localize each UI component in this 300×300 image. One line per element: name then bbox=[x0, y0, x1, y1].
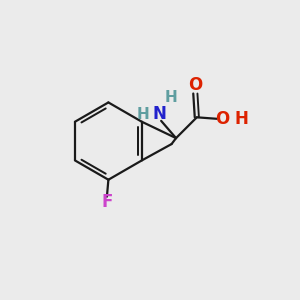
Text: H: H bbox=[165, 91, 177, 106]
Text: H: H bbox=[235, 110, 248, 128]
Text: O: O bbox=[215, 110, 229, 128]
Text: O: O bbox=[188, 76, 202, 94]
Text: H: H bbox=[137, 107, 150, 122]
Text: N: N bbox=[153, 105, 166, 123]
Text: F: F bbox=[101, 193, 112, 211]
